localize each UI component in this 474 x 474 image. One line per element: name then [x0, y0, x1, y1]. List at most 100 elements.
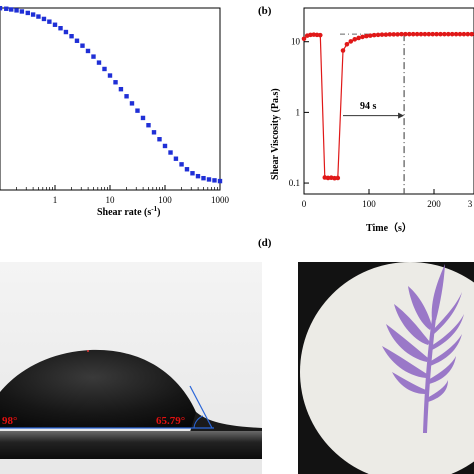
- panel-b-data-point: [371, 32, 377, 38]
- panel-a-data-point: [4, 6, 9, 11]
- panel-b-plot-frame: [303, 7, 474, 195]
- droplet-apex-mark: [87, 350, 89, 352]
- water-droplet: [0, 349, 206, 428]
- panel-b-data-point: [360, 34, 365, 40]
- panel-b-data-point: [407, 31, 412, 37]
- panel-b-data-point: [453, 31, 459, 37]
- panel-a-x-tick-label: 1: [53, 195, 58, 205]
- panel-b-data-point: [375, 32, 381, 38]
- panel-a-data-point: [19, 9, 25, 14]
- panel-a-data-point: [63, 29, 69, 35]
- panel-b-series-points: [301, 31, 474, 181]
- printed-leaf: [382, 264, 464, 433]
- panel-a-data-point: [129, 101, 135, 106]
- panel-b-data-point: [418, 31, 424, 37]
- panel-b-data-point: [317, 32, 323, 38]
- panel-a-data-point: [140, 115, 146, 121]
- panel-b-y-tick-label: 10: [291, 37, 301, 47]
- panel-a-data-point: [135, 108, 140, 113]
- panel-a-data-point: [91, 54, 96, 59]
- panel-a-data-point: [157, 137, 162, 142]
- panel-a-data-point: [36, 14, 41, 19]
- panel-b-data-point: [399, 31, 404, 37]
- panel-b-data-point: [379, 32, 385, 37]
- panel-a-data-point: [151, 130, 157, 135]
- panel-b-data-point: [426, 31, 432, 37]
- panel-a-data-point: [96, 60, 102, 65]
- panel-a-data-point: [52, 22, 58, 27]
- panel-b-data-point: [410, 31, 416, 37]
- panel-b-label: (b): [258, 5, 272, 17]
- panel-b-data-point: [344, 41, 350, 47]
- angle-arc: [193, 415, 204, 429]
- panel-b-x-tick-label: 200: [427, 199, 441, 209]
- photo-bottom-strip: [0, 459, 262, 474]
- panel-b-data-point: [461, 31, 467, 37]
- panel-b-x-axis-label: Time（s）: [366, 221, 412, 234]
- panel-a-data-point: [146, 123, 151, 128]
- panel-b-y-axis-label: Shear Viscosity (Pa.s): [270, 88, 281, 180]
- panel-a-data-point: [80, 43, 85, 48]
- panel-d-printed-leaf-photo: (d): [258, 237, 474, 474]
- panel-b-y-tick-label: 0.1: [289, 178, 300, 188]
- panel-b-data-point: [387, 32, 393, 37]
- panel-a-data-point: [124, 94, 129, 99]
- panel-b-data-point: [434, 31, 439, 37]
- droplet-meniscus: [190, 412, 262, 432]
- panel-b-data-point: [356, 35, 361, 41]
- panel-d-label: (d): [258, 237, 272, 249]
- panel-a-data-point: [0, 5, 3, 11]
- left-contact-angle: 98°: [2, 415, 17, 427]
- panel-a-x-axis-label: Shear rate (s-1): [97, 205, 160, 218]
- panel-b-data-point: [469, 31, 474, 37]
- panel-a-x-tick-label: 100: [158, 195, 172, 205]
- panel-b-data-point: [422, 31, 428, 37]
- panel-b-data-point: [430, 31, 436, 37]
- panel-a-data-point: [173, 156, 179, 161]
- panel-a-data-point: [217, 178, 223, 184]
- right-contact-angle: 65.79°: [156, 415, 185, 427]
- panel-a-x-tick-label: 1000: [211, 195, 230, 205]
- panel-b-x-tick-label: 0: [302, 199, 307, 209]
- panel-b-series-line: [303, 33, 474, 179]
- tangent-line: [189, 385, 213, 429]
- panel-b-data-point: [391, 32, 397, 37]
- panel-b-guides: [340, 33, 474, 194]
- panel-a-data-point: [41, 16, 47, 22]
- panel-a-data-point: [118, 86, 124, 92]
- panel-a-data-point: [102, 66, 107, 72]
- panel-b-x-tick-label: 100: [362, 199, 376, 209]
- panel-b-data-point: [301, 36, 307, 42]
- panel-b-data-point: [465, 31, 471, 37]
- panel-a-data-point: [184, 167, 190, 172]
- panel-a-data-point: [212, 178, 217, 183]
- panel-b-data-point: [442, 31, 447, 37]
- panel-a-series-points: [0, 5, 223, 184]
- panel-a-data-point: [74, 38, 80, 43]
- panel-a-data-point: [25, 10, 30, 16]
- panel-b-data-point: [352, 37, 358, 42]
- panel-b-y-tick-label: 1: [296, 107, 301, 117]
- panel-b-data-point: [340, 48, 346, 53]
- panel-b-data-point: [383, 32, 389, 37]
- panel-b-x-tick-label: 3: [468, 199, 473, 209]
- panel-c-contact-angle-photo: 98° 65.79°: [0, 262, 262, 474]
- panel-a-data-point: [201, 175, 206, 181]
- panel-a-x-tick-label: 10: [106, 195, 116, 205]
- substrate: [0, 431, 262, 459]
- panel-a-data-point: [9, 7, 14, 12]
- panel-b-data-point: [403, 31, 408, 37]
- panel-a-plot-frame: [0, 7, 221, 191]
- panel-a-data-point: [190, 171, 195, 176]
- panel-a-data-point: [14, 8, 19, 13]
- panel-a-data-point: [206, 177, 212, 182]
- panel-b-data-point: [348, 39, 354, 44]
- panel-a-data-point: [162, 143, 168, 149]
- panel-b-data-point: [414, 31, 420, 37]
- paper-disc: [300, 262, 474, 474]
- panel-a-data-point: [168, 150, 173, 155]
- panel-a-data-point: [113, 80, 118, 85]
- panel-a-data-point: [69, 34, 74, 39]
- panel-a-data-point: [107, 73, 113, 78]
